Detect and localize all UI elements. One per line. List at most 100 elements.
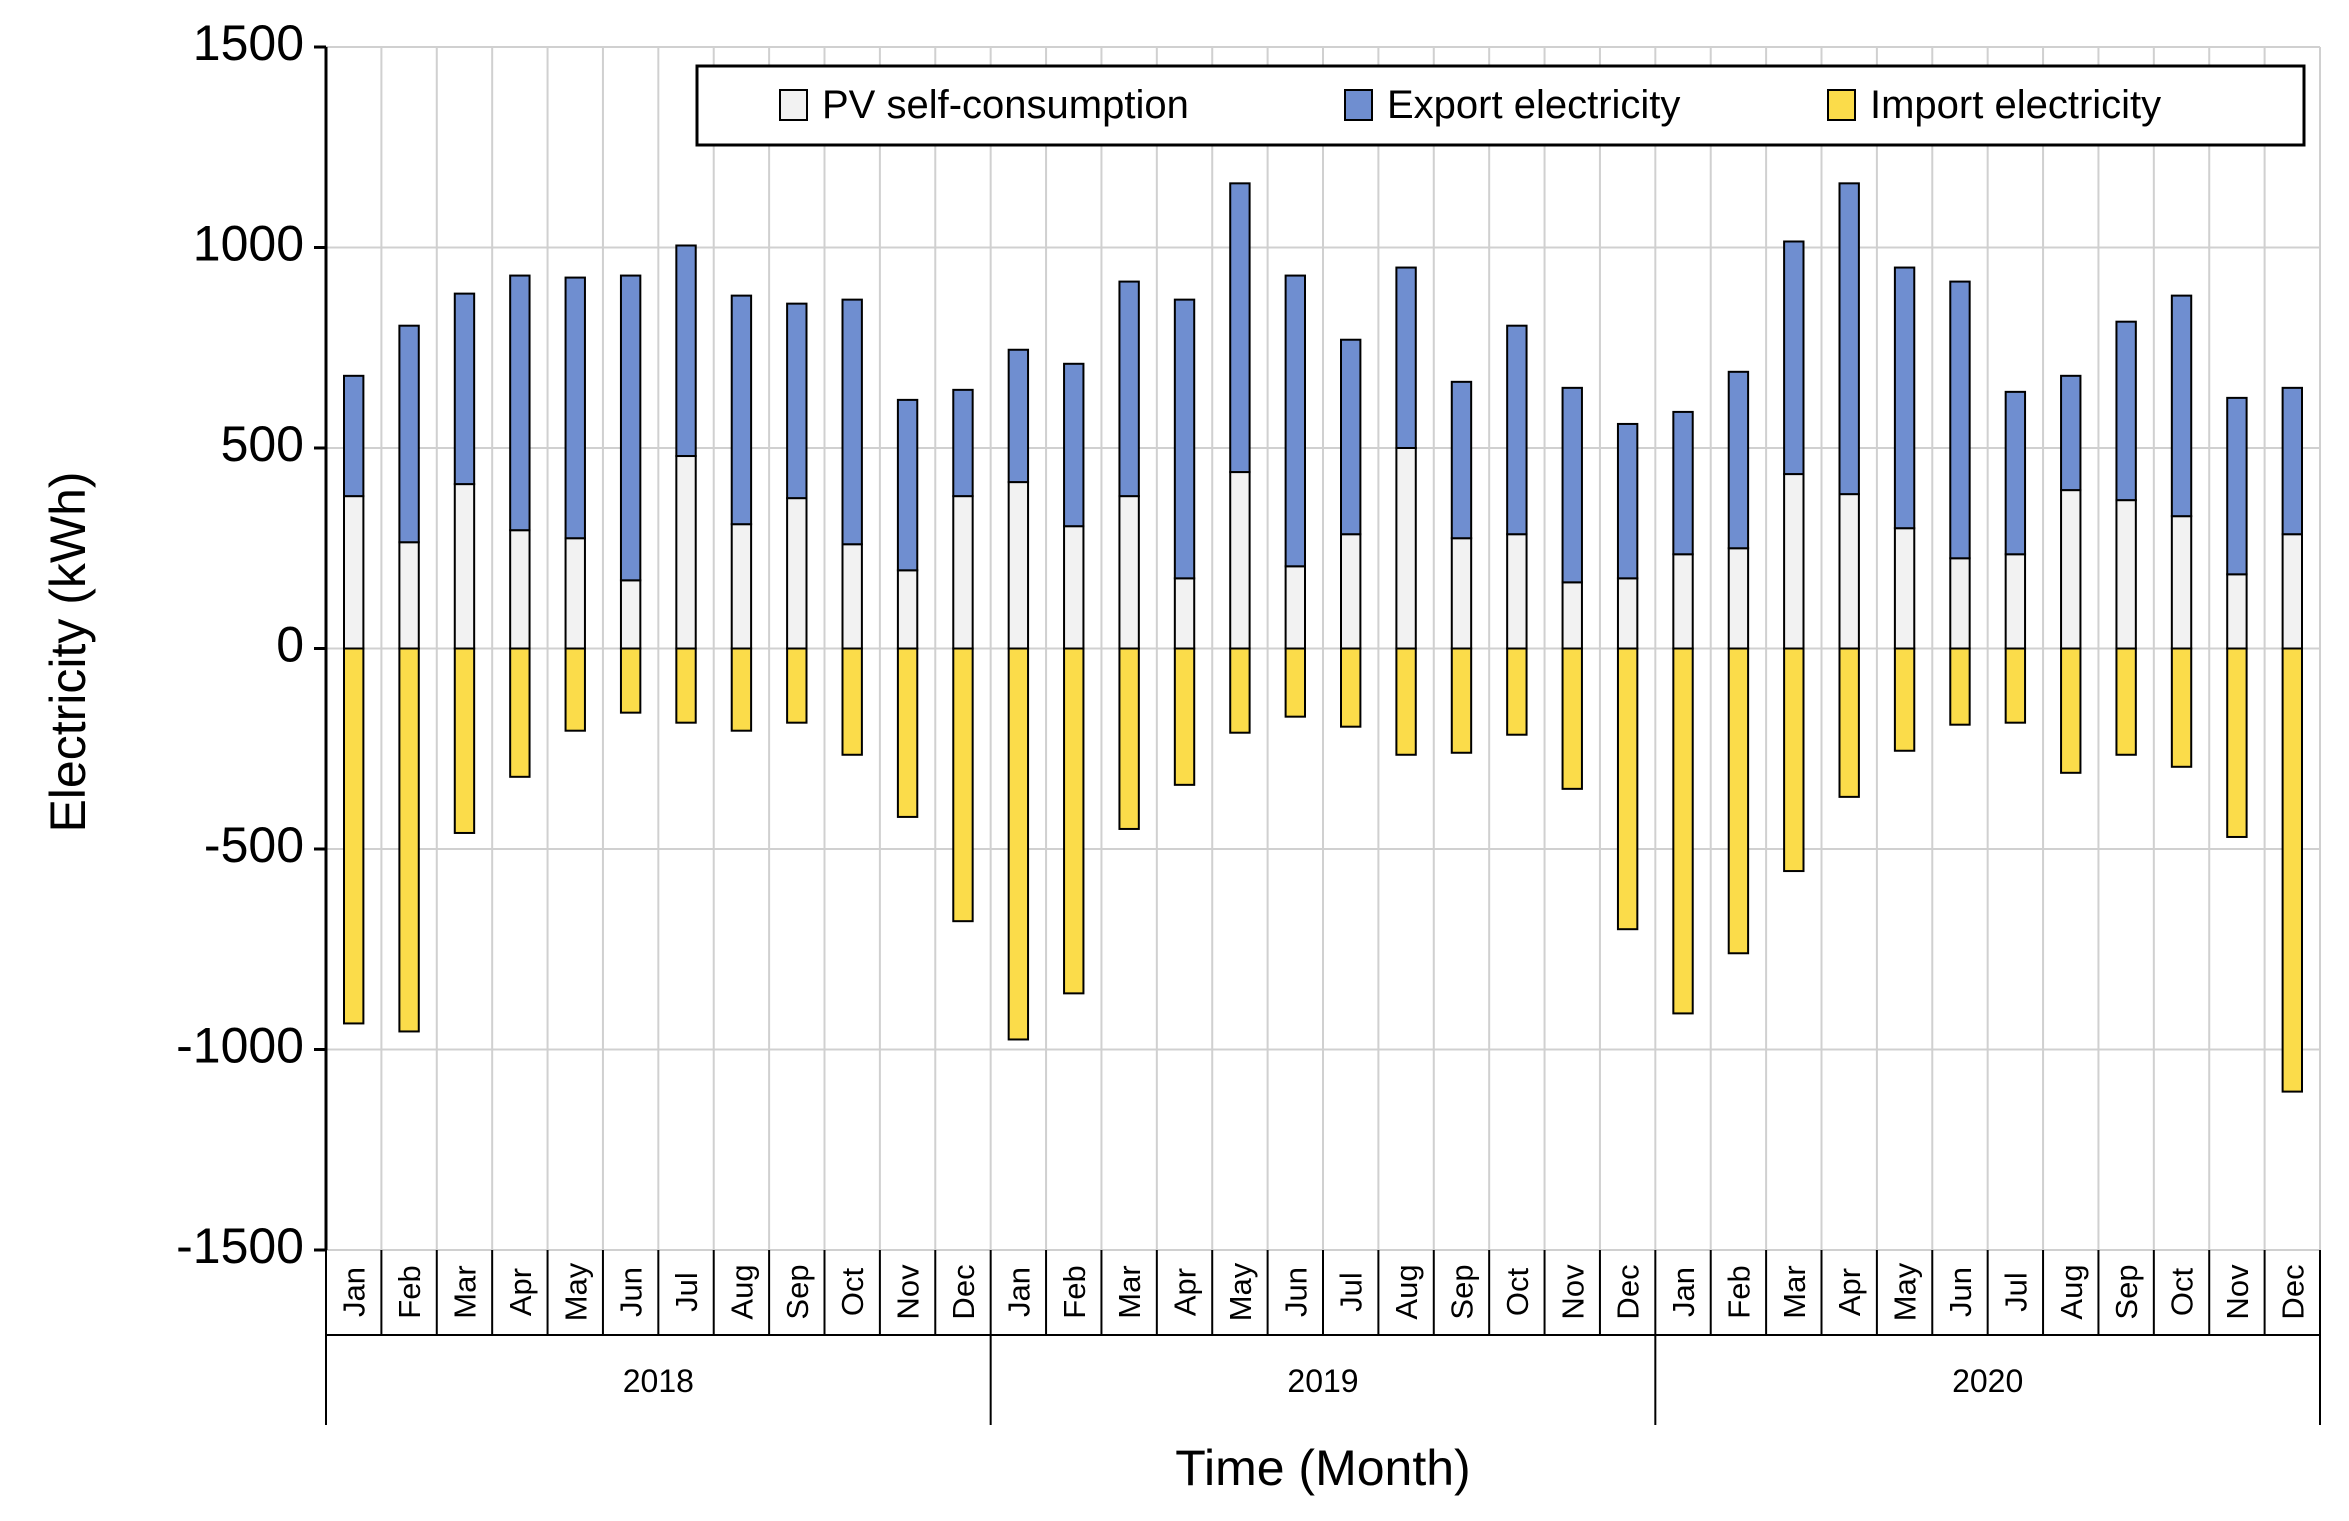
bar-import	[675, 647, 697, 724]
bar-export	[952, 388, 974, 498]
bar-import	[1284, 647, 1306, 718]
bar-export	[1672, 410, 1694, 556]
bar-pv-self-consumption	[896, 569, 919, 650]
bar-pv-self-consumption	[2060, 489, 2082, 650]
bar-pv-self-consumption	[1616, 577, 1639, 650]
bar-pv-self-consumption	[343, 495, 365, 650]
bar-import	[2115, 647, 2137, 756]
bar-import	[1561, 647, 1583, 790]
bar-export	[1118, 280, 1140, 498]
x-tick-label: Oct	[1500, 1268, 1535, 1317]
bar-export	[1007, 348, 1030, 484]
bar-export	[509, 274, 531, 532]
x-tick-label: Aug	[724, 1264, 759, 1319]
legend-label-export: Export electricity	[1387, 83, 1680, 127]
bar-pv-self-consumption	[786, 497, 808, 650]
x-tick-label: May	[1888, 1262, 1923, 1321]
x-tick-label: Apr	[503, 1268, 538, 1316]
year-label: 2019	[1287, 1363, 1358, 1399]
x-tick-label: Mar	[447, 1265, 482, 1318]
bar-export	[841, 298, 863, 546]
legend-swatch-import	[1827, 89, 1856, 121]
bar-import	[2004, 647, 2027, 724]
bar-export	[2281, 386, 2303, 536]
x-tick-label: Feb	[1721, 1265, 1756, 1318]
bar-pv-self-consumption	[1506, 533, 1528, 650]
bar-import	[1672, 647, 1694, 1015]
bar-pv-self-consumption	[2004, 553, 2027, 650]
bar-pv-self-consumption	[2115, 499, 2137, 650]
axes	[314, 47, 2321, 1425]
bar-pv-self-consumption	[1783, 473, 1805, 650]
y-tick-label: 1500	[193, 15, 304, 71]
bar-pv-self-consumption	[675, 455, 697, 650]
x-tick-label: Feb	[392, 1265, 427, 1318]
bar-pv-self-consumption	[1727, 547, 1750, 650]
bar-import	[1893, 647, 1916, 752]
x-tick-label: Oct	[835, 1268, 870, 1317]
bar-export	[2226, 396, 2248, 576]
bar-export	[1783, 240, 1805, 476]
bar-export	[896, 398, 919, 572]
x-tick-label: Aug	[1389, 1264, 1424, 1319]
bar-export	[1229, 182, 1251, 474]
bar-export	[1340, 338, 1362, 536]
x-tick-label: Dec	[946, 1264, 981, 1319]
bar-import	[1395, 647, 1417, 756]
x-tick-label: Apr	[1832, 1268, 1867, 1316]
bar-import	[343, 647, 365, 1025]
x-axis-title: Time (Month)	[1175, 1440, 1470, 1496]
bar-pv-self-consumption	[1395, 447, 1417, 650]
bar-import	[1949, 647, 1971, 726]
bar-export	[2004, 390, 2027, 556]
bar-import	[1173, 647, 1196, 786]
bar-import	[1340, 647, 1362, 728]
x-tick-label: Mar	[1777, 1265, 1812, 1318]
bar-export	[343, 374, 365, 498]
bar-pv-self-consumption	[1672, 553, 1694, 650]
x-tick-label: Dec	[2275, 1264, 2310, 1319]
x-tick-label: Apr	[1168, 1268, 1203, 1316]
x-axis-ticks: Jan Feb Mar Apr May Jun Jul Aug Sep Oct Nov Dec Jan F…	[337, 1262, 2311, 1321]
bar-import	[896, 647, 919, 818]
legend-label-pv: PV self-consumption	[822, 83, 1189, 127]
bar-import	[453, 647, 476, 834]
bar-import	[1229, 647, 1251, 734]
bar-pv-self-consumption	[841, 543, 863, 650]
bar-pv-self-consumption	[1063, 525, 1085, 650]
bar-pv-self-consumption	[730, 523, 753, 650]
bar-pv-self-consumption	[398, 541, 420, 650]
bar-import	[952, 647, 974, 923]
bar-import	[509, 647, 531, 778]
bar-import	[841, 647, 863, 756]
legend-box	[695, 64, 2306, 147]
bar-pv-self-consumption	[1450, 537, 1473, 650]
x-tick-label: Oct	[2165, 1268, 2200, 1317]
bar-import	[1450, 647, 1473, 754]
bar-import	[2060, 647, 2082, 774]
bar-pv-self-consumption	[1284, 565, 1306, 650]
year-label: 2018	[623, 1363, 694, 1399]
bar-import	[1007, 647, 1030, 1041]
gridlines	[325, 46, 2321, 1251]
x-tick-label: Jul	[669, 1272, 704, 1312]
y-tick-label: -1500	[176, 1218, 304, 1274]
bar-pv-self-consumption	[952, 495, 974, 650]
legend-swatch-pv	[779, 89, 808, 121]
x-tick-label: Nov	[891, 1264, 926, 1320]
x-tick-label: Jun	[614, 1267, 649, 1317]
y-tick-label: 1000	[193, 216, 304, 272]
x-tick-label: Jul	[1998, 1272, 2033, 1312]
x-tick-label: Sep	[2109, 1264, 2144, 1319]
bar-pv-self-consumption	[1173, 577, 1196, 650]
legend-label-import: Import electricity	[1870, 83, 2161, 127]
bar-pv-self-consumption	[509, 529, 531, 650]
bar-export	[1063, 362, 1085, 528]
x-tick-label: Nov	[2220, 1264, 2255, 1320]
bar-import	[1118, 647, 1140, 830]
bar-pv-self-consumption	[1340, 533, 1362, 650]
bar-pv-self-consumption	[1229, 471, 1251, 650]
bar-import	[2226, 647, 2248, 838]
bar-export	[1838, 182, 1860, 496]
